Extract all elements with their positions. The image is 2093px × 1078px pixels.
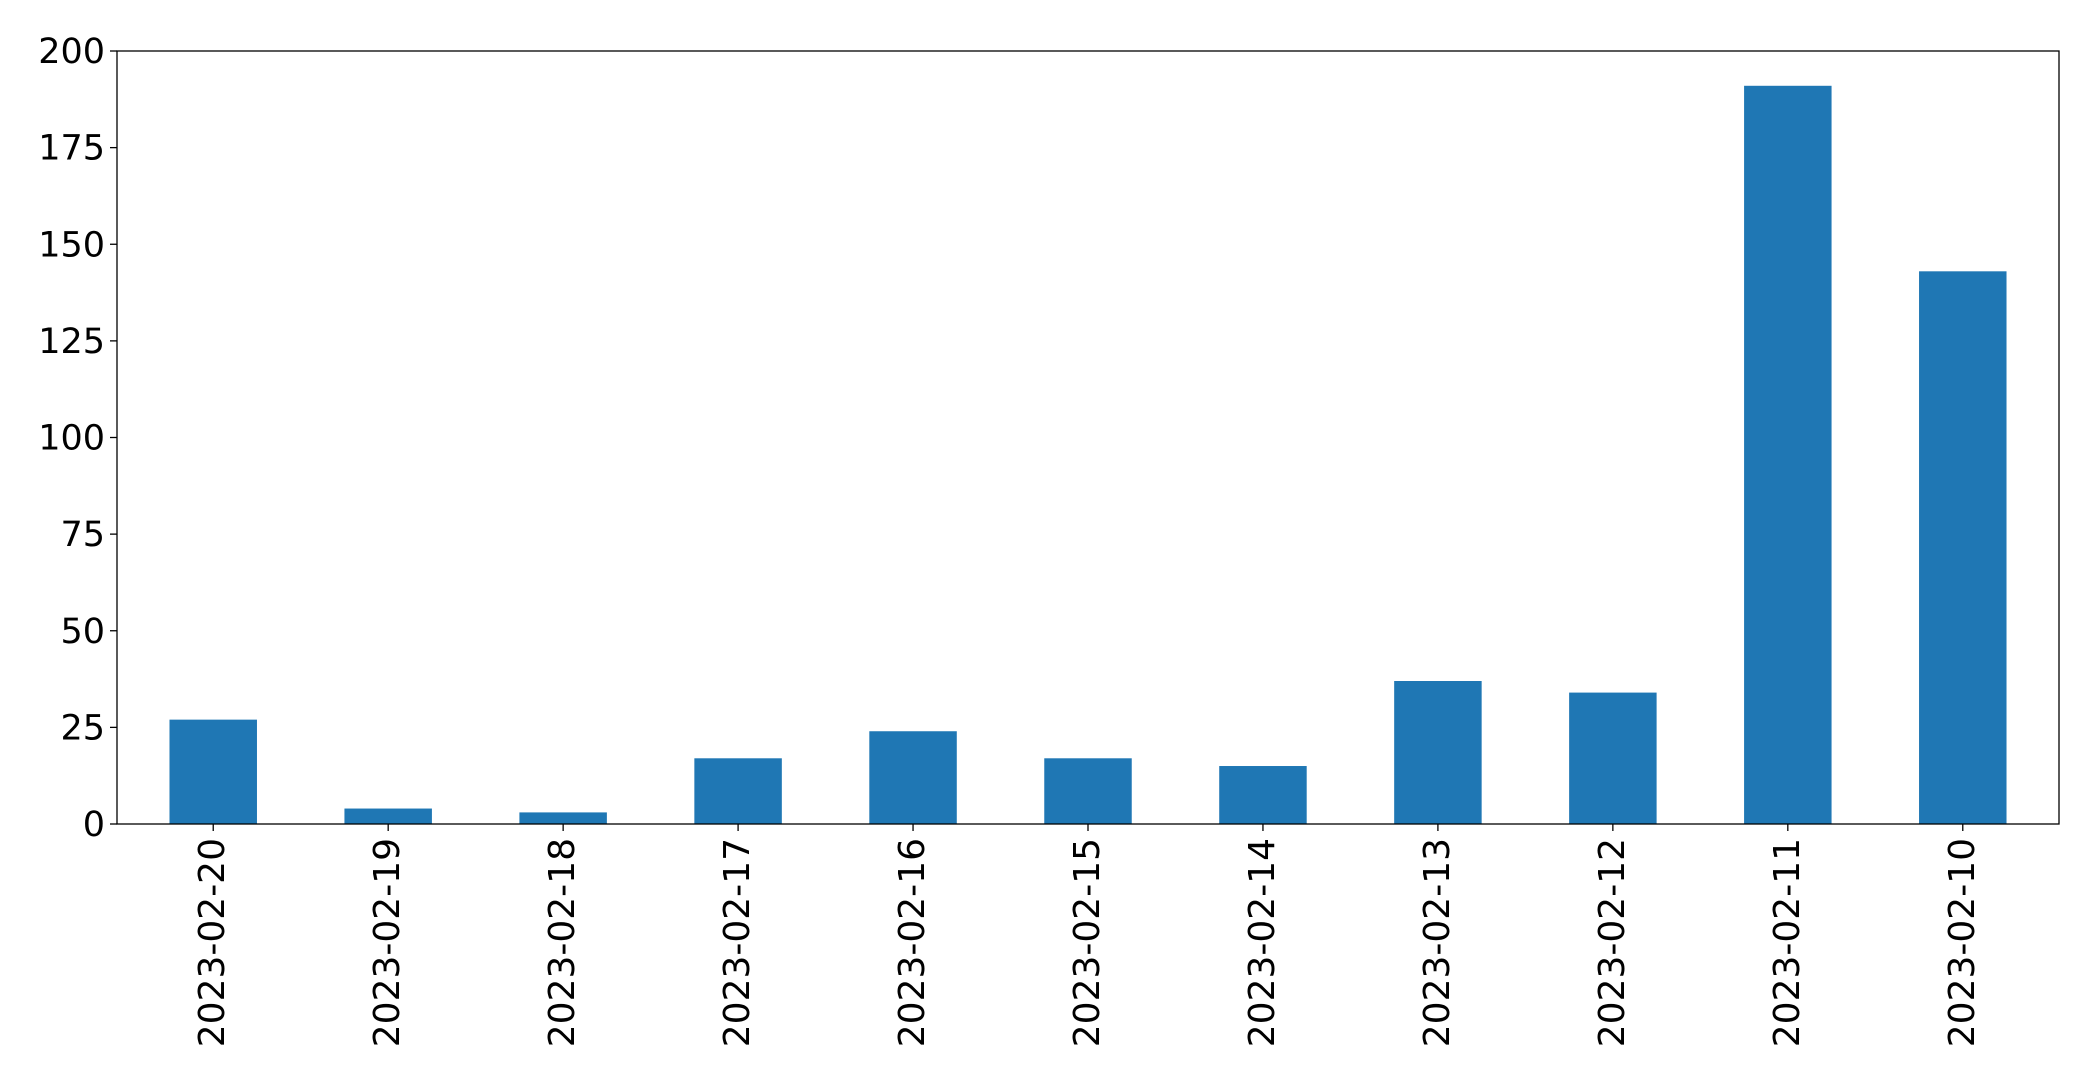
y-tick-label: 125 [38, 322, 105, 362]
x-tick-label: 2023-02-16 [892, 838, 933, 1047]
y-tick-label: 200 [38, 32, 105, 72]
x-tick-label: 2023-02-18 [542, 838, 583, 1047]
y-tick-label: 0 [83, 805, 105, 845]
y-tick-label: 150 [38, 225, 105, 265]
x-tick-label: 2023-02-12 [1592, 838, 1633, 1047]
y-tick-label: 50 [60, 612, 105, 652]
bar-2023-02-13 [1394, 681, 1482, 824]
x-tick-label: 2023-02-19 [367, 838, 408, 1047]
x-tick-label: 2023-02-10 [1942, 838, 1983, 1047]
x-tick-label: 2023-02-15 [1067, 838, 1108, 1047]
x-tick-label: 2023-02-13 [1417, 838, 1458, 1047]
bar-2023-02-20 [169, 719, 257, 824]
y-tick-label: 175 [38, 129, 105, 169]
bar-2023-02-14 [1219, 766, 1307, 824]
bar-2023-02-18 [519, 812, 607, 824]
bar-2023-02-19 [344, 808, 432, 824]
bar-2023-02-12 [1569, 692, 1657, 824]
y-tick-label: 100 [38, 419, 105, 459]
bar-2023-02-10 [1919, 271, 2007, 824]
y-tick-label: 75 [60, 515, 105, 555]
bar-2023-02-11 [1744, 85, 1832, 825]
x-tick-label: 2023-02-14 [1242, 838, 1283, 1047]
bar-2023-02-15 [1044, 758, 1132, 824]
bar-2023-02-17 [694, 758, 782, 824]
y-axis: 0 25 50 75 100 125 150 175 200 [38, 32, 117, 845]
x-tick-label: 2023-02-11 [1767, 838, 1808, 1047]
x-tick-label: 2023-02-17 [717, 838, 758, 1047]
bar-2023-02-16 [869, 731, 957, 824]
y-tick-label: 25 [60, 708, 105, 748]
bars-layer [169, 85, 2007, 825]
x-axis: 2023-02-20 2023-02-19 2023-02-18 2023-02-17… [192, 824, 1983, 1047]
x-tick-label: 2023-02-20 [192, 838, 233, 1047]
